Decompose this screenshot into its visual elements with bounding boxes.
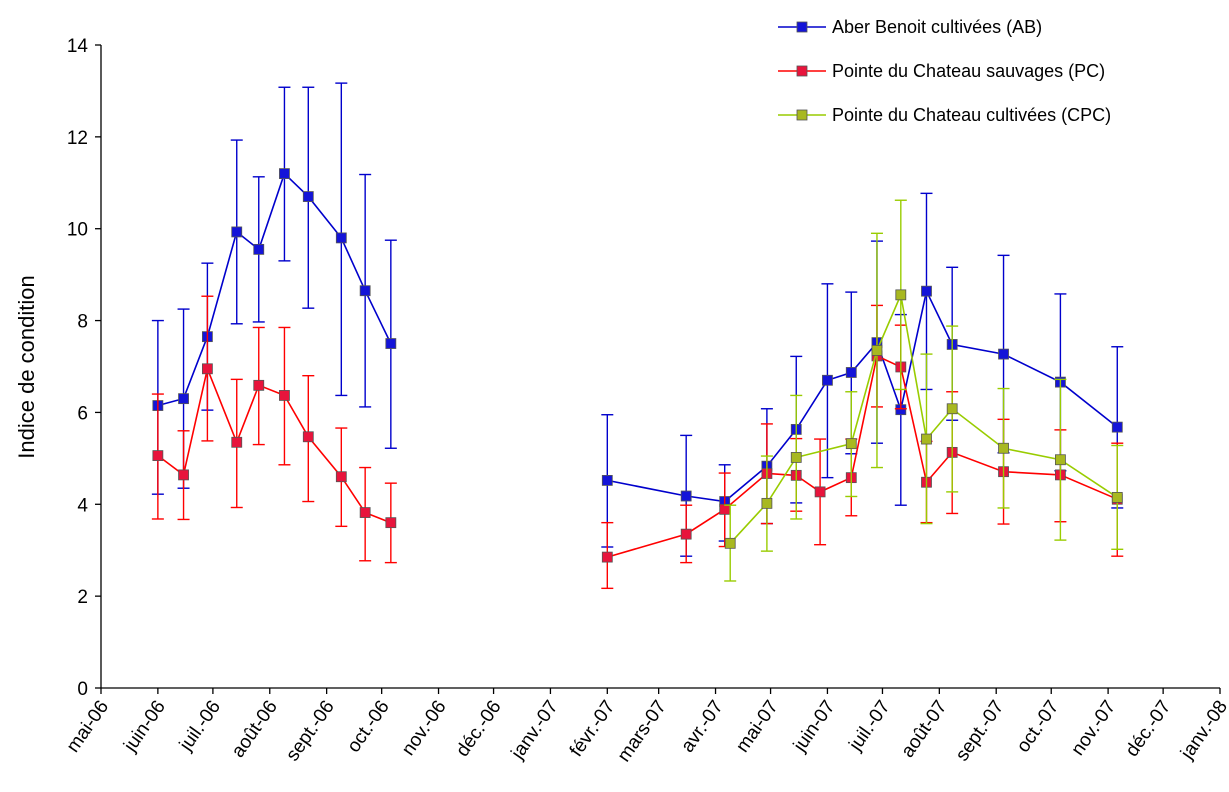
series-line [157, 366, 392, 524]
data-point [921, 433, 932, 445]
x-tick-label: juin-06 [119, 697, 169, 757]
legend-item-1: Aber Benoit cultivées (AB) [778, 17, 1042, 37]
data-point [279, 390, 290, 401]
data-point [385, 517, 397, 529]
data-point [601, 475, 613, 486]
data-point [790, 452, 802, 463]
data-point [1111, 491, 1123, 503]
data-point [178, 393, 189, 405]
series-line [729, 292, 1118, 544]
legend-label: Pointe du Chateau cultivées (CPC) [832, 105, 1111, 125]
data-point [601, 551, 613, 563]
legend-label: Pointe du Chateau sauvages (PC) [832, 61, 1105, 81]
data-point [231, 436, 243, 448]
x-tick-label: juil.-07 [845, 697, 895, 756]
data-point [302, 191, 314, 202]
data-point [814, 486, 826, 498]
y-tick-label: 12 [67, 128, 88, 149]
series-line [607, 288, 1118, 503]
y-tick-label: 2 [77, 587, 88, 608]
data-point [680, 490, 692, 502]
y-tick-label: 10 [67, 220, 88, 241]
x-tick-label: déc.-07 [1122, 697, 1176, 761]
x-tick-label: mars-07 [614, 697, 671, 766]
data-point [385, 338, 397, 349]
data-point [871, 345, 883, 356]
legend-swatch-marker [796, 21, 808, 33]
data-point [253, 379, 265, 391]
x-tick-label: avr.-07 [677, 697, 728, 757]
data-point [921, 285, 932, 297]
x-tick-label: mai-06 [63, 697, 114, 757]
x-tick-label: nov.-06 [398, 697, 451, 760]
legend-item-2: Pointe du Chateau sauvages (PC) [778, 61, 1105, 81]
data-point [201, 363, 213, 375]
x-tick-label: août-06 [228, 697, 282, 762]
y-tick-label: 0 [77, 679, 88, 700]
data-point [845, 438, 857, 450]
x-tick-label: déc.-06 [452, 697, 506, 761]
legend-label: Aber Benoit cultivées (AB) [832, 17, 1042, 37]
y-tick-label: 6 [77, 403, 88, 424]
data-point [359, 285, 371, 297]
series-3 [724, 199, 1124, 582]
data-point [998, 348, 1009, 360]
data-point [724, 537, 736, 549]
legend: Aber Benoit cultivées (AB) Pointe du Chat… [778, 17, 1111, 125]
data-point [152, 450, 164, 462]
data-point [231, 226, 243, 238]
y-tick-label: 8 [77, 312, 88, 333]
x-tick-label: mai-07 [732, 697, 783, 757]
data-point [946, 403, 958, 415]
x-tick-label: oct.-07 [1013, 697, 1064, 757]
data-point [359, 507, 371, 518]
x-tick-label: nov.-07 [1067, 697, 1120, 760]
data-point [253, 243, 265, 255]
x-tick-label: août-07 [897, 697, 951, 762]
data-point [302, 431, 314, 443]
data-point [1111, 421, 1123, 433]
x-tick-label: janv.-07 [507, 697, 563, 764]
data-point [335, 471, 347, 483]
x-tick-label: oct.-06 [343, 697, 394, 757]
data-point [895, 289, 907, 301]
x-tick-label: juil.-06 [175, 697, 225, 756]
data-point [998, 442, 1009, 454]
y-axis-title: Indice de condition [14, 275, 39, 458]
series-line [607, 354, 1118, 558]
data-point [279, 168, 290, 180]
y-tick-label: 4 [77, 495, 88, 516]
legend-item-3: Pointe du Chateau cultivées (CPC) [778, 105, 1111, 125]
series-layer [151, 82, 1124, 590]
data-point [845, 367, 857, 378]
data-point [335, 232, 347, 244]
data-point [761, 497, 773, 509]
data-point [178, 469, 189, 481]
x-tick-label: janv.-08 [1176, 697, 1229, 764]
series-1 [151, 82, 1124, 557]
series-2 [151, 295, 1124, 590]
x-tick-label: sept.-07 [952, 697, 1009, 765]
legend-swatch-marker [796, 109, 808, 121]
y-tick-label: 14 [67, 36, 89, 57]
series-line [157, 172, 392, 407]
data-point [1055, 454, 1066, 466]
x-tick-label: juin-07 [789, 697, 839, 757]
x-tick-label: févr.-07 [566, 697, 620, 761]
data-point [822, 374, 833, 386]
data-point [680, 528, 692, 540]
x-tick-label: sept.-06 [282, 697, 339, 765]
legend-swatch-marker [796, 65, 808, 77]
